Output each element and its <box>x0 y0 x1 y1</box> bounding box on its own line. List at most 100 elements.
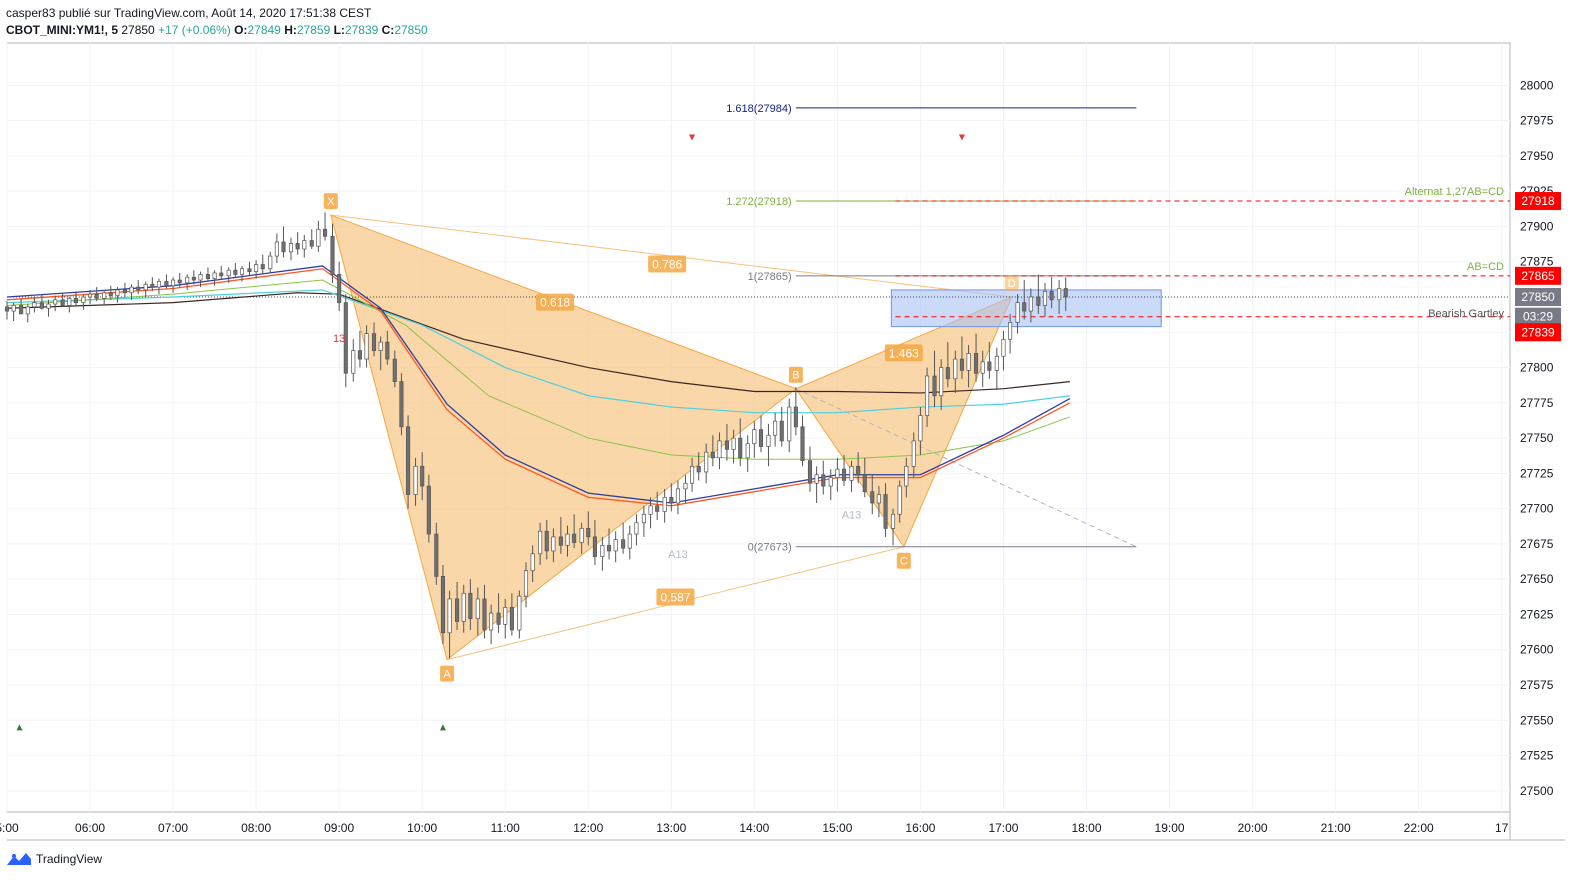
annotation-bearish-gartley: Bearish Gartley <box>1428 308 1504 320</box>
candle-body <box>177 279 182 284</box>
candle <box>627 525 632 560</box>
harmonic-triangle-xab <box>330 214 797 661</box>
ratio-badge <box>536 293 575 311</box>
x-tick-label: 18:00 <box>1071 821 1101 835</box>
candle-body <box>953 358 958 380</box>
x-tick-label: 21:00 <box>1321 821 1351 835</box>
candle-body <box>136 286 141 291</box>
candle-body <box>959 358 964 371</box>
candle <box>406 415 411 509</box>
candle <box>426 474 431 543</box>
candle-body <box>343 302 348 374</box>
candle <box>185 274 190 290</box>
candle <box>849 460 854 492</box>
ratio-label: 0.587 <box>660 591 690 605</box>
x-tick-label: 10:00 <box>407 821 437 835</box>
candle-body <box>274 241 279 257</box>
candle-body <box>773 420 778 436</box>
candle <box>710 435 715 467</box>
symbol-ohlc-line: CBOT_MINI:YM1!, 5 27850 +17 (+0.06%) O:2… <box>6 23 428 37</box>
candle <box>669 483 674 512</box>
candle-body <box>254 264 259 272</box>
candle-body <box>675 488 681 504</box>
publisher-line: casper83 publié sur TradingView.com, Aoû… <box>6 6 372 20</box>
harmonic-point-label: D <box>1008 278 1016 290</box>
tradingview-branding[interactable]: TradingView <box>6 851 102 867</box>
candle <box>745 435 750 472</box>
harmonic-point-badge <box>440 665 455 682</box>
candle-body <box>856 465 861 476</box>
candle <box>980 350 985 388</box>
candle-body <box>509 607 514 631</box>
candle-body <box>94 293 99 299</box>
candle <box>302 234 307 258</box>
x-tick-label: 17:00 <box>988 821 1018 835</box>
candle <box>281 226 286 258</box>
candle-body <box>39 302 44 309</box>
harmonic-point-label: B <box>792 370 799 382</box>
candle <box>897 480 902 523</box>
candle <box>592 519 597 566</box>
buy-marker <box>439 724 446 731</box>
candle <box>675 480 681 515</box>
candle <box>212 270 217 286</box>
candle-body <box>371 333 377 351</box>
candle <box>538 522 543 566</box>
candle-body <box>579 528 584 543</box>
annotation-abcd: AB=CD <box>1467 261 1504 273</box>
candle-body <box>1063 288 1068 298</box>
price-tag-label: 27839 <box>1521 325 1555 339</box>
candle <box>572 514 577 549</box>
x-tick-label: 15:00 <box>822 821 852 835</box>
candle-body <box>233 269 238 275</box>
y-tick-label: 27750 <box>1520 431 1554 445</box>
harmonic-point-badge <box>1004 274 1019 291</box>
y-grid <box>7 84 1510 792</box>
candle-body <box>758 429 764 447</box>
candle-body <box>544 530 549 552</box>
tradingview-logo-icon <box>7 853 31 865</box>
close-label: C: <box>381 23 395 37</box>
candle-body <box>1049 290 1054 301</box>
candle <box>177 272 182 288</box>
candle <box>807 446 813 492</box>
candle <box>489 604 494 645</box>
candle <box>364 325 369 368</box>
candle-body <box>205 274 211 279</box>
candle-body <box>897 485 902 515</box>
candle <box>1049 277 1054 309</box>
harmonic-point-badge <box>788 366 803 383</box>
candle-body <box>198 274 203 281</box>
td-count-label: A13 <box>842 510 862 522</box>
candle-body <box>704 451 709 473</box>
candle-body <box>945 367 950 380</box>
y-tick-label: 27500 <box>1520 784 1554 798</box>
candle-body <box>46 303 51 309</box>
candle-body <box>841 468 847 481</box>
candle <box>434 522 439 585</box>
candle-body <box>558 536 563 546</box>
candle <box>579 522 584 554</box>
candle <box>343 294 348 388</box>
candle <box>821 460 826 495</box>
candle <box>67 296 72 313</box>
candle-body <box>523 570 529 597</box>
candle-body <box>530 553 535 572</box>
candle-body <box>655 505 660 512</box>
candle <box>704 443 709 484</box>
candle-body <box>406 426 411 495</box>
high-label: H: <box>284 23 297 37</box>
candle <box>413 457 418 506</box>
candle <box>939 359 944 410</box>
ema-fast-red <box>6 268 1071 507</box>
symbol-name[interactable]: CBOT_MINI:YM1!, 5 <box>6 23 119 37</box>
candle-body <box>53 299 58 305</box>
candle-body <box>710 451 715 459</box>
candle <box>19 298 24 315</box>
candle <box>337 261 342 312</box>
candle-body <box>717 440 722 459</box>
candle <box>1057 280 1062 314</box>
candle <box>641 505 646 537</box>
candle <box>295 232 300 255</box>
